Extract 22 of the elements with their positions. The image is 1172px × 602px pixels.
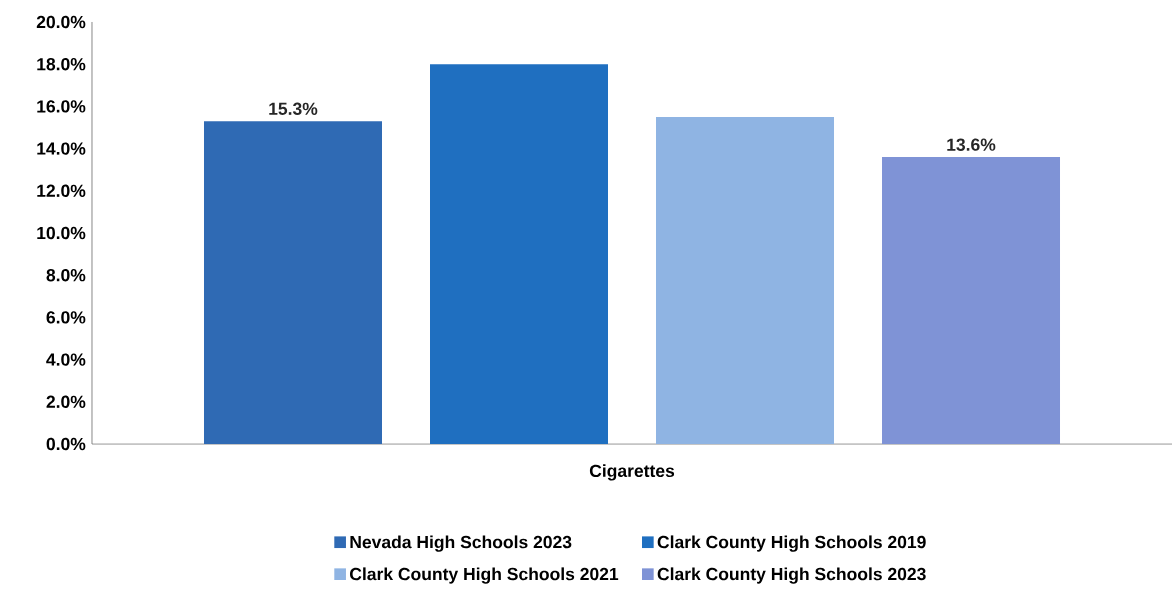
legend-label: Clark County High Schools 2019 [657, 535, 926, 552]
bar [430, 64, 608, 444]
y-tick-label: 0.0% [46, 437, 86, 451]
y-tick-label: 8.0% [46, 269, 86, 282]
y-tick-label: 2.0% [46, 395, 86, 409]
y-tick-label: 16.0% [37, 100, 86, 113]
y-tick-label: 6.0% [46, 311, 86, 324]
y-tick-label: 12.0% [37, 184, 86, 198]
y-tick-label: 14.0% [37, 142, 86, 155]
legend-label: Clark County High Schools 2021 [350, 567, 619, 584]
bar [656, 116, 835, 444]
y-tick-label: 20.0% [36, 15, 86, 29]
y-tick-label: 18.0% [37, 58, 86, 71]
legend-label: Nevada High Schools 2023 [350, 535, 572, 552]
x-tick-label: Cigarettes [589, 464, 675, 481]
data-label: 13.6% [947, 138, 996, 151]
legend-label: Clark County High Schools 2023 [657, 567, 926, 584]
bar [204, 121, 382, 444]
data-label: 15.3% [269, 102, 318, 116]
y-tick-label: 10.0% [37, 226, 86, 240]
y-tick-label: 4.0% [46, 353, 86, 366]
bar [882, 157, 1061, 444]
